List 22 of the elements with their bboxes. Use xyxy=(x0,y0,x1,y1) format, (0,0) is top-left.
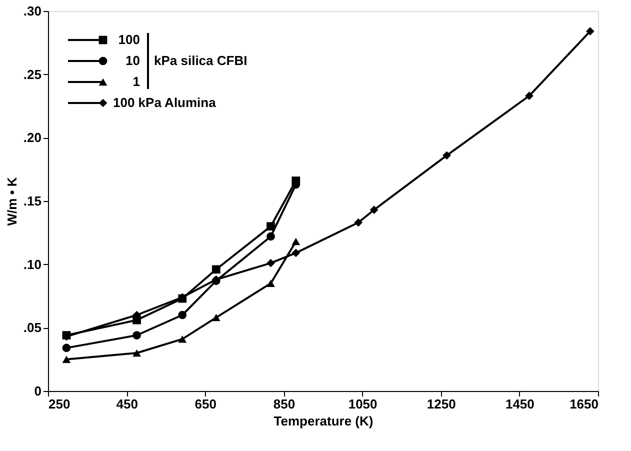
x-tick-label: 250 xyxy=(48,396,70,412)
y-tick-label: .25 xyxy=(23,66,42,82)
x-axis-title: Temperature (K) xyxy=(274,414,374,428)
y-tick-label: 0 xyxy=(34,384,42,398)
y-tick-label: .10 xyxy=(23,256,42,272)
y-axis-title: W/m • K xyxy=(4,176,20,226)
x-tick-label: 1450 xyxy=(505,396,534,412)
x-tick-label: 450 xyxy=(116,396,138,412)
x-tick-label: 650 xyxy=(194,396,216,412)
x-tick-label: 1650 xyxy=(570,396,598,412)
x-tick-label: 1250 xyxy=(426,396,456,412)
y-tick-label: .15 xyxy=(23,194,42,208)
x-tick-label: 850 xyxy=(273,396,296,412)
legend-label: 100 xyxy=(118,32,140,47)
annotation: kPa silica CFBI xyxy=(154,53,248,68)
y-tick-label: .20 xyxy=(23,130,42,146)
legend-label: 1 xyxy=(132,74,140,89)
legend-label: 10 xyxy=(126,53,140,68)
x-tick-label: 1050 xyxy=(348,396,378,412)
y-tick-label: .30 xyxy=(23,4,42,18)
y-tick-label: .05 xyxy=(23,320,42,336)
legend-label: 100 kPa Alumina xyxy=(113,95,217,110)
